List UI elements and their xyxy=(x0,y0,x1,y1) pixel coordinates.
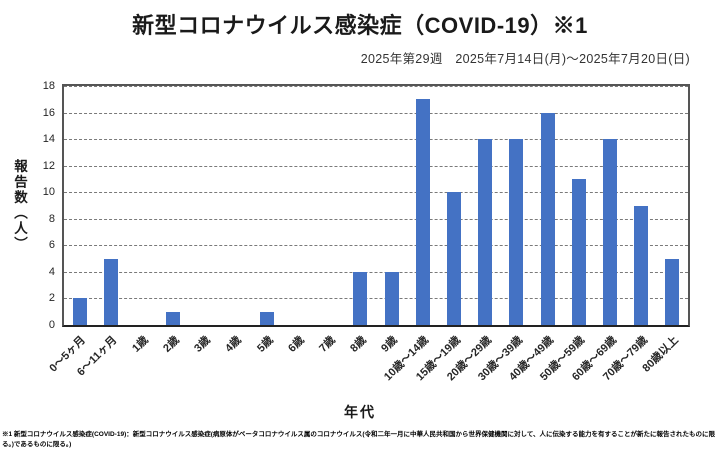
gridline xyxy=(64,165,688,167)
bar-30歳～39歳 xyxy=(509,139,524,325)
gridline xyxy=(64,86,688,87)
plot-area xyxy=(62,84,690,327)
y-axis-title-text: 報告数（人） xyxy=(12,159,27,252)
y-tick-label: 18 xyxy=(42,80,55,92)
bar-2歳 xyxy=(166,311,181,325)
y-tick-label: 10 xyxy=(42,186,55,199)
y-tick-label: 4 xyxy=(48,265,55,278)
gridline xyxy=(64,112,688,114)
y-tick-label: 14 xyxy=(42,133,55,146)
gridline xyxy=(64,218,688,220)
y-tick-label: 2 xyxy=(48,292,55,305)
gridline xyxy=(64,245,688,247)
x-tick-label: 6歳 xyxy=(286,334,307,355)
y-tick-label: 12 xyxy=(42,159,55,172)
chart-subtitle: 2025年第29週 2025年7月14日(月)～2025年7月20日(日) xyxy=(360,52,690,66)
bar-15歳～19歳 xyxy=(447,192,461,325)
gridline xyxy=(64,192,688,194)
bar-5歳 xyxy=(259,311,274,325)
x-axis-title: 年代 xyxy=(344,404,376,420)
x-tick-label: 3歳 xyxy=(192,334,214,355)
bar-0～5ヶ月 xyxy=(72,298,87,325)
bar-20歳～29歳 xyxy=(478,139,493,325)
chart-title: 新型コロナウイルス感染症（COVID-19）※1 xyxy=(132,13,588,38)
gridline xyxy=(64,271,688,273)
bar-50歳～59歳 xyxy=(571,178,586,325)
x-tick-label: 8歳 xyxy=(348,334,370,355)
x-tick-label: 4歳 xyxy=(223,334,245,355)
gridline xyxy=(64,139,688,141)
bar-60歳～69歳 xyxy=(603,139,617,325)
bar-70歳～79歳 xyxy=(634,205,649,325)
gridline xyxy=(64,298,688,300)
y-tick-label: 6 xyxy=(48,239,55,252)
y-tick-label: 16 xyxy=(42,106,55,119)
bar-10歳～14歳 xyxy=(415,99,430,325)
y-tick-label: 0 xyxy=(48,319,55,331)
bar-80歳以上 xyxy=(665,258,680,325)
x-tick-label: 9歳 xyxy=(379,334,401,355)
x-tick-label: 1歳 xyxy=(130,334,151,355)
y-axis-title: 報告数（人） xyxy=(6,84,32,327)
x-tick-label: 7歳 xyxy=(317,334,338,355)
bar-8歳 xyxy=(353,271,368,325)
footnote: ※1 新型コロナウイルス感染症(COVID-19)：新型コロナウイルス感染症(病… xyxy=(2,431,716,448)
bar-40歳～49歳 xyxy=(540,112,555,325)
x-tick-label: 2歳 xyxy=(161,334,182,355)
bar-6～11ヶ月 xyxy=(103,258,118,325)
bar-9歳 xyxy=(384,271,399,325)
x-tick-label: 5歳 xyxy=(254,334,276,355)
y-tick-label: 8 xyxy=(48,212,55,225)
